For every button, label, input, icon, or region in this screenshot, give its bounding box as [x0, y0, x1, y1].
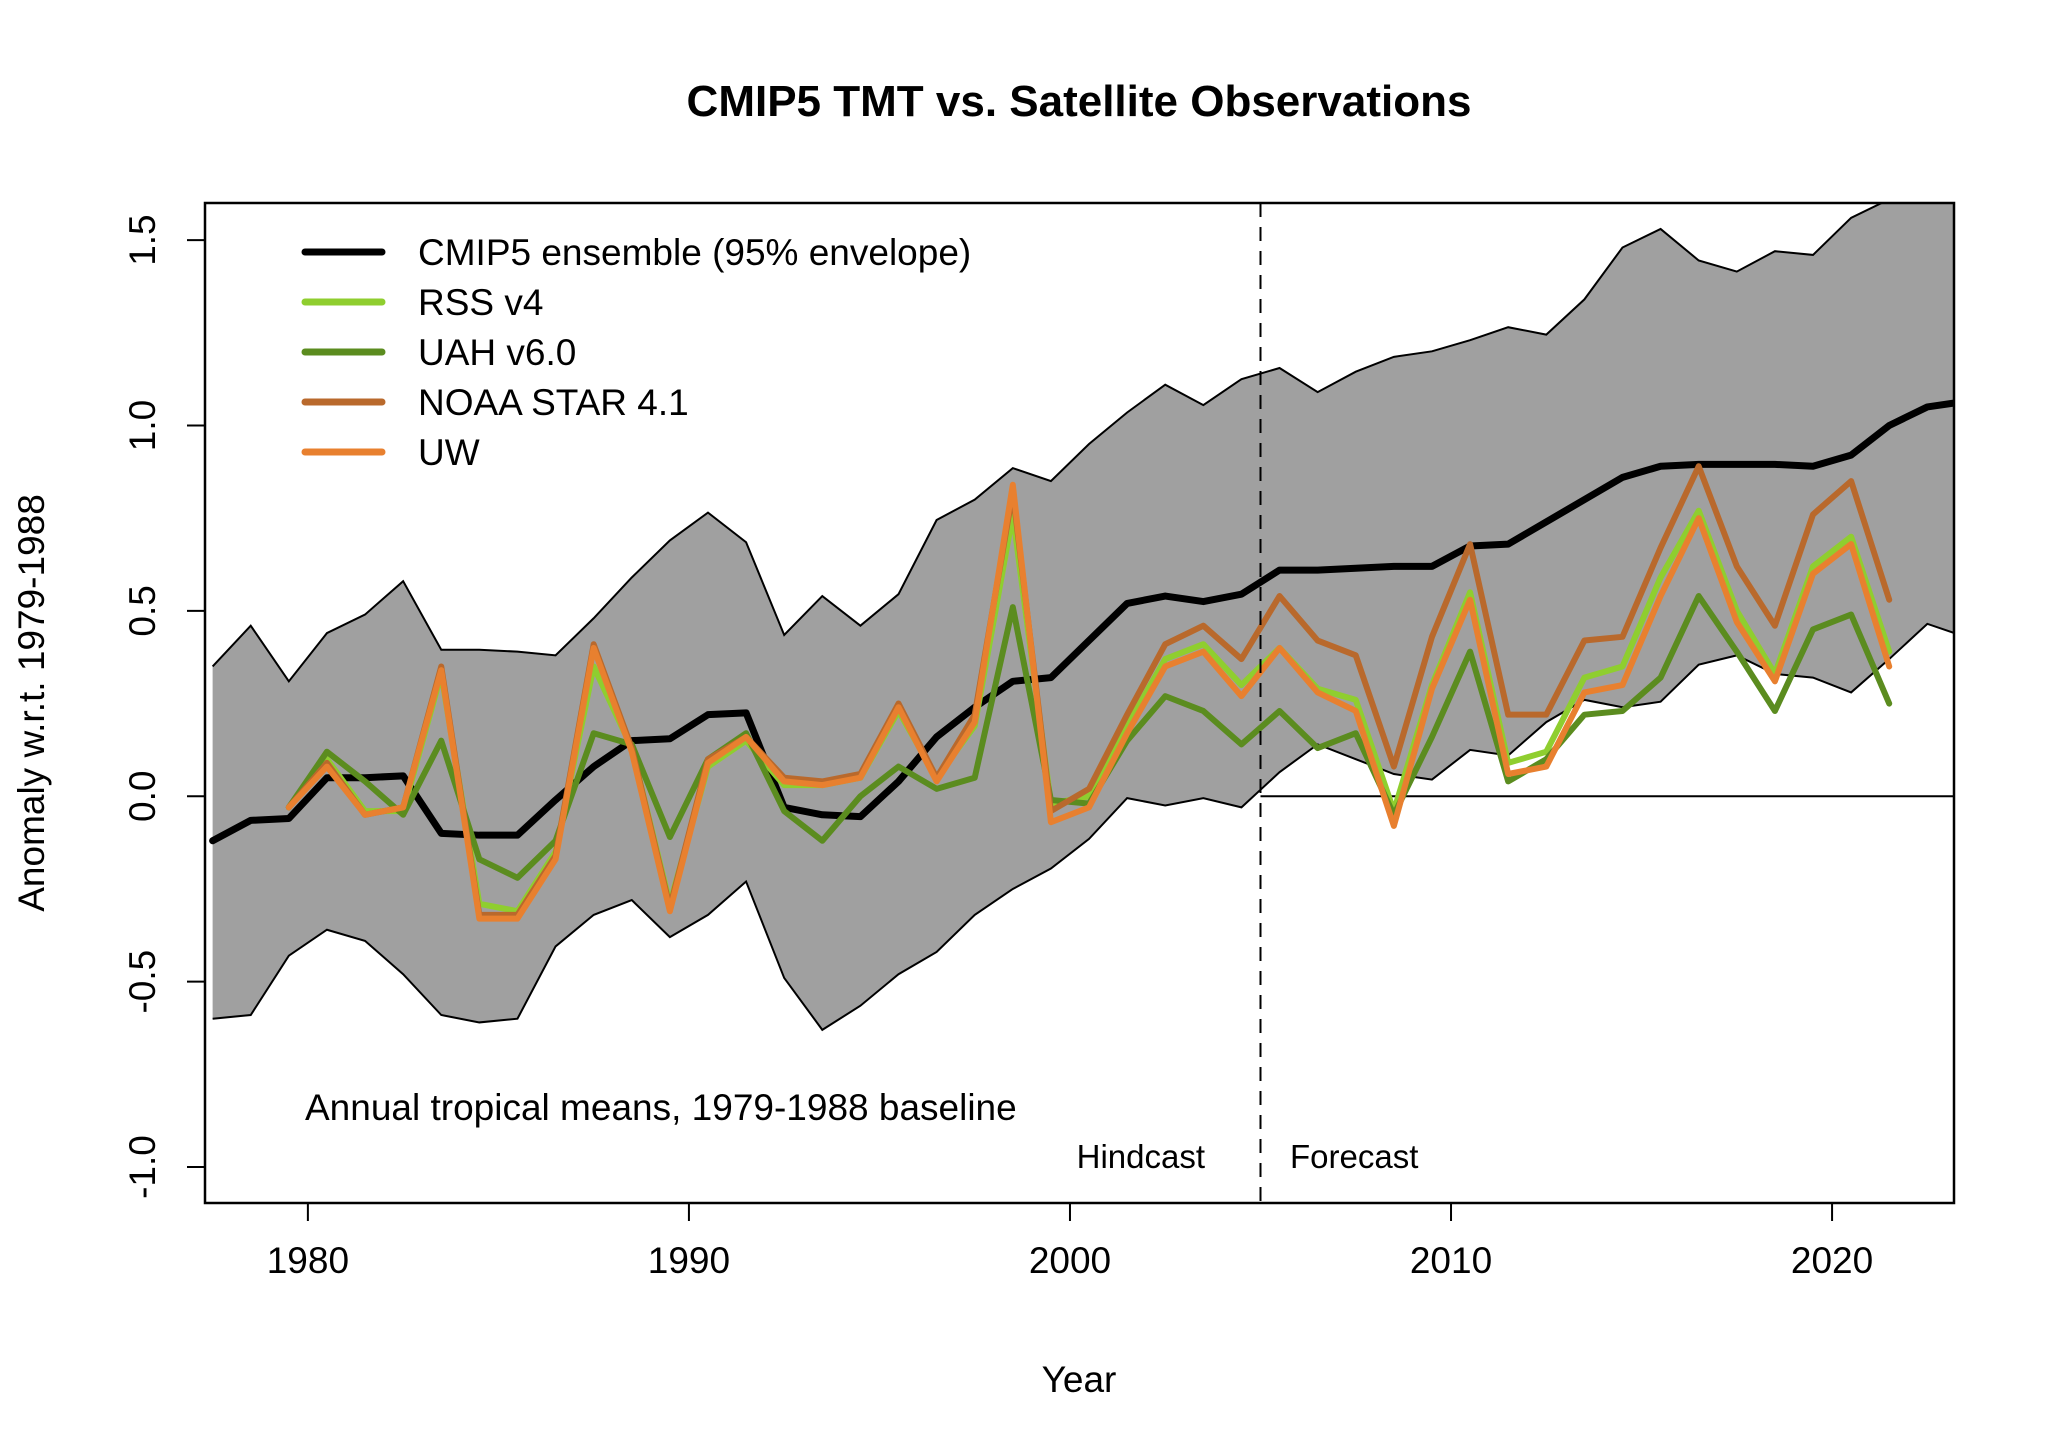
y-tick-label: 1.5	[122, 214, 163, 265]
legend-label: RSS v4	[418, 282, 543, 323]
envelope-upper-line	[211, 203, 1884, 683]
forecast-label: Forecast	[1290, 1138, 1418, 1175]
legend-label: CMIP5 ensemble (95% envelope)	[418, 232, 971, 273]
legend: CMIP5 ensemble (95% envelope) RSS v4 UAH v…	[301, 232, 971, 473]
y-tick-label: 1.0	[122, 400, 163, 451]
x-tick-label: 2020	[1791, 1240, 1873, 1281]
envelope-lower-line	[212, 622, 1954, 1032]
axes: 1980 1990 2000 2010 2020 -1.0 -0.5 0.0 0.5 1.0 1.5	[122, 201, 1956, 1281]
y-tick-label: -0.5	[122, 950, 163, 1014]
series-line-cmip5-ensemble-95-envelope-	[209, 399, 1954, 845]
x-tick-label: 1990	[648, 1240, 730, 1281]
legend-label: UAH v6.0	[418, 332, 576, 373]
legend-label: NOAA STAR 4.1	[418, 382, 689, 423]
y-tick-label: 0.0	[122, 771, 163, 822]
y-tick-label: -1.0	[122, 1135, 163, 1199]
y-axis-label: Anomaly w.r.t. 1979-1988	[11, 494, 52, 912]
legend-label: UW	[418, 432, 480, 473]
plot-area	[209, 203, 1954, 1032]
hindcast-label: Hindcast	[1077, 1138, 1205, 1175]
x-tick-label: 2000	[1029, 1240, 1111, 1281]
series-line-uw	[285, 481, 1893, 922]
chart-title: CMIP5 TMT vs. Satellite Observations	[687, 77, 1472, 126]
x-tick-label: 1980	[267, 1240, 349, 1281]
x-axis-label: Year	[1042, 1359, 1117, 1400]
plot-frame	[203, 201, 1956, 1205]
y-tick-label: 0.5	[122, 585, 163, 636]
annotation-text: Annual tropical means, 1979-1988 baselin…	[305, 1087, 1017, 1128]
x-tick-label: 2010	[1410, 1240, 1492, 1281]
